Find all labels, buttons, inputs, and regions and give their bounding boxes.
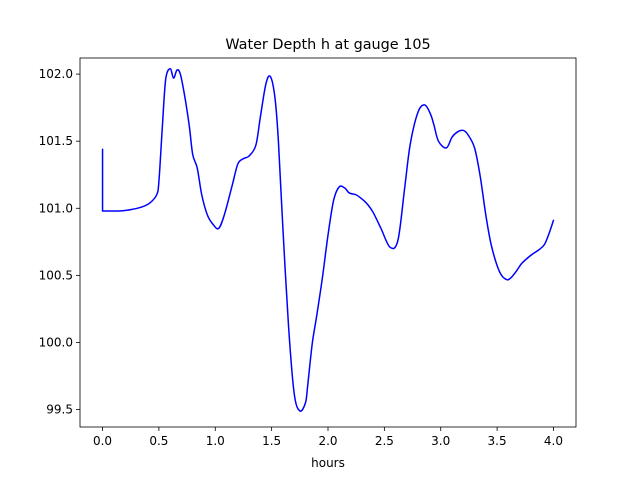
x-tick-label: 0.0 [93,434,112,448]
y-tick-label: 100.0 [39,335,73,349]
x-axis-label: hours [311,456,345,470]
y-tick-label: 101.0 [39,201,73,215]
x-tick-label: 3.0 [431,434,450,448]
x-tick-label: 1.5 [262,434,281,448]
y-tick-label: 99.5 [46,403,73,417]
x-tick-label: 2.5 [375,434,394,448]
x-tick-label: 4.0 [544,434,563,448]
x-tick-label: 0.5 [149,434,168,448]
series-line [101,67,555,412]
chart-title: Water Depth h at gauge 105 [225,37,430,53]
x-tick-label: 2.0 [318,434,337,448]
y-axis-ticks: 99.5 100.0 100.5 101.0 101.5 102.0 [39,67,80,417]
plot-area [80,58,576,427]
x-tick-label: 3.5 [488,434,507,448]
plot-frame [79,57,577,428]
y-tick-label: 100.5 [39,268,73,282]
y-tick-label: 101.5 [39,134,73,148]
x-tick-label: 1.0 [206,434,225,448]
x-axis-ticks: 0.0 0.5 1.0 1.5 2.0 2.5 3.0 3.5 4.0 [93,427,563,448]
y-tick-label: 102.0 [39,67,73,81]
